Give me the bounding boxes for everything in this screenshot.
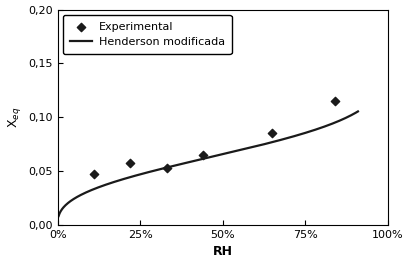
Legend: Experimental, Henderson modificada: Experimental, Henderson modificada — [63, 15, 231, 54]
Point — [332, 99, 338, 103]
Point — [91, 172, 97, 177]
Point — [163, 166, 170, 170]
Y-axis label: X$_{eq}$: X$_{eq}$ — [6, 107, 22, 128]
Point — [127, 161, 133, 165]
X-axis label: RH: RH — [213, 246, 233, 258]
Point — [269, 131, 275, 136]
Point — [200, 153, 206, 157]
